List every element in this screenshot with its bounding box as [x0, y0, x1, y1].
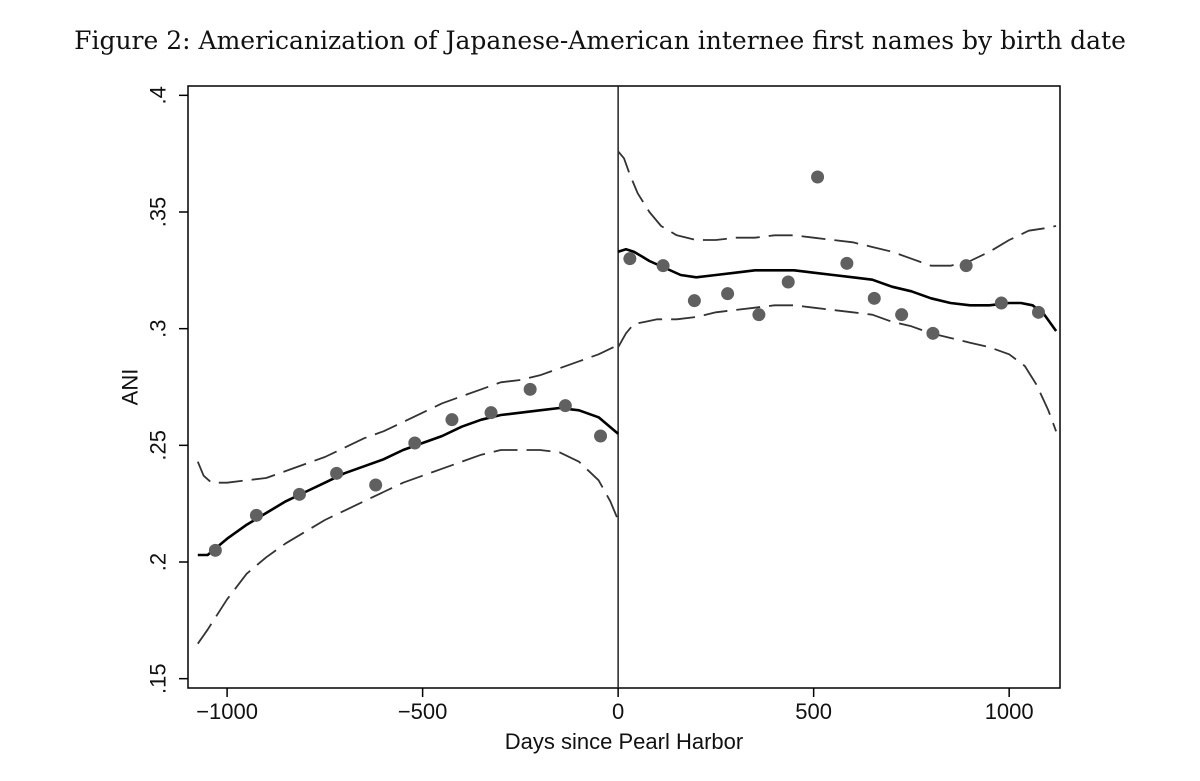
data-point: [811, 170, 825, 184]
data-point: [1031, 305, 1045, 319]
x-tick-label: 500: [795, 699, 832, 724]
data-point: [721, 287, 735, 301]
data-point: [959, 259, 973, 273]
data-point: [895, 308, 909, 322]
data-point: [369, 478, 383, 492]
ci-lower-line: [617, 304, 1057, 432]
fit-and-ci-lines: [196, 150, 1058, 645]
data-point: [408, 436, 422, 450]
data-point: [623, 252, 637, 266]
data-point: [752, 308, 766, 322]
data-point: [687, 294, 701, 308]
y-axis-label: ANI: [118, 369, 143, 406]
x-tick-label: −500: [398, 699, 448, 724]
y-tick-label: .35: [146, 197, 171, 228]
ci-upper-line: [196, 344, 619, 484]
y-axis: .15 .2 .25 .3 .35 .4: [146, 86, 188, 694]
data-point: [594, 429, 608, 443]
data-point: [840, 256, 854, 270]
data-point: [445, 413, 459, 427]
x-tick-label: 0: [612, 699, 624, 724]
data-point: [330, 466, 344, 480]
x-tick-label: −1000: [196, 699, 258, 724]
y-tick-label: .3: [146, 319, 171, 337]
data-point: [656, 259, 670, 273]
data-point: [994, 296, 1008, 310]
data-point: [484, 406, 498, 420]
x-axis: −1000 −500 0 500 1000: [196, 688, 1034, 724]
y-tick-label: .4: [146, 86, 171, 104]
y-tick-label: .25: [146, 430, 171, 461]
y-tick-label: .2: [146, 553, 171, 571]
data-point: [867, 291, 881, 305]
ci-upper-line: [617, 150, 1057, 267]
data-point: [781, 275, 795, 289]
y-tick-label: .15: [146, 663, 171, 694]
data-point: [292, 487, 306, 501]
data-points: [208, 170, 1045, 557]
plot-frame: [187, 85, 1061, 689]
x-axis-label: Days since Pearl Harbor: [505, 729, 743, 754]
data-point: [926, 326, 940, 340]
data-point: [558, 399, 572, 413]
figure-caption: Figure 2: Americanization of Japanese-Am…: [74, 26, 1126, 55]
data-point: [208, 543, 222, 557]
ci-lower-line: [197, 449, 619, 645]
data-point: [249, 508, 263, 522]
x-tick-label: 1000: [985, 699, 1034, 724]
data-point: [523, 382, 537, 396]
